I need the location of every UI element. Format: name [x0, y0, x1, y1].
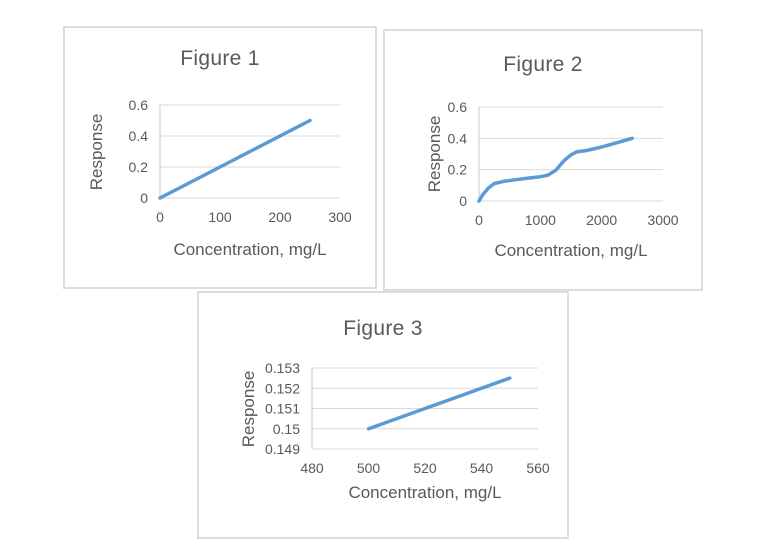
y-tick-label: 0.2 [448, 162, 468, 178]
figure-3-y-axis-title: Response [239, 370, 258, 447]
figure-1-y-axis-title: Response [87, 113, 106, 190]
figure-1-x-axis-title: Concentration, mg/L [173, 240, 327, 259]
figure-3-panel: Figure 3 0.149 0.15 0.151 0.152 0.153 480 500 5… [197, 291, 569, 539]
x-tick-label: 500 [357, 460, 381, 476]
figure-2-line-chart: 0 0.2 0.4 0.6 0 1000 2000 3000 [448, 99, 679, 228]
x-tick-label: 100 [208, 209, 232, 225]
figure-2-x-axis-title: Concentration, mg/L [494, 241, 648, 260]
x-tick-label: 2000 [586, 212, 617, 228]
figure-2-panel: Figure 2 0 0.2 0.4 0.6 0 1000 2000 3000 Respons… [383, 29, 703, 291]
figure-1-line-chart: 0 0.2 0.4 0.6 0 100 200 300 [129, 97, 352, 225]
x-tick-label: 0 [475, 212, 483, 228]
figure-1-title: Figure 1 [180, 47, 260, 70]
x-tick-label: 0 [156, 209, 164, 225]
x-tick-label: 520 [413, 460, 437, 476]
y-tick-label: 0.151 [265, 401, 300, 417]
x-tick-label: 200 [268, 209, 292, 225]
x-tick-label: 1000 [525, 212, 556, 228]
figure-2-y-axis-title: Response [425, 115, 444, 193]
y-tick-label: 0 [140, 190, 148, 206]
y-tick-label: 0.153 [265, 360, 300, 376]
figure-2-title: Figure 2 [503, 53, 583, 76]
x-tick-label: 3000 [647, 212, 678, 228]
figure-1-panel: Figure 1 0 0.2 0.4 0.6 0 100 200 300 Response C… [63, 26, 377, 289]
figure-3-title: Figure 3 [343, 317, 423, 340]
data-series-line [366, 376, 512, 431]
y-tick-label: 0.2 [129, 159, 149, 175]
y-tick-label: 0 [459, 193, 467, 209]
y-tick-label: 0.6 [129, 97, 149, 113]
y-tick-label: 0.149 [265, 441, 300, 457]
figure-3-x-axis-title: Concentration, mg/L [348, 483, 502, 502]
x-tick-label: 300 [328, 209, 352, 225]
y-tick-label: 0.152 [265, 380, 300, 396]
data-series-line [477, 136, 635, 203]
y-tick-label: 0.4 [129, 128, 149, 144]
x-tick-label: 480 [300, 460, 324, 476]
data-series-line [158, 118, 312, 200]
y-tick-label: 0.6 [448, 99, 468, 115]
x-tick-label: 540 [470, 460, 494, 476]
y-tick-label: 0.4 [448, 130, 468, 146]
figure-3-line-chart: 0.149 0.15 0.151 0.152 0.153 480 500 520 540 560 [265, 360, 550, 476]
y-tick-label: 0.15 [273, 421, 300, 437]
x-tick-label: 560 [526, 460, 550, 476]
